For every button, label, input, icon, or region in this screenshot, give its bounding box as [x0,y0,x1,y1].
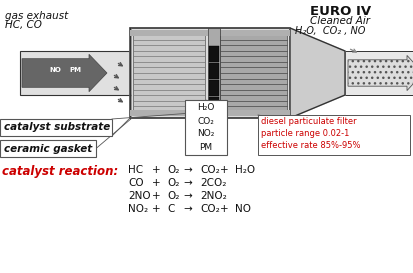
Text: 2CO₂: 2CO₂ [199,178,226,188]
Text: O₂: O₂ [166,165,179,175]
Text: 2NO₂: 2NO₂ [199,191,226,201]
Text: gas exhaust: gas exhaust [5,11,68,21]
Text: O₂: O₂ [166,178,179,188]
Text: CO₂: CO₂ [197,117,214,126]
Text: →: → [183,204,191,214]
Text: +: + [152,191,160,201]
Text: H₂O: H₂O [197,103,214,112]
Bar [209,80,218,96]
Text: HC, CO: HC, CO [5,20,42,30]
Text: O₂: O₂ [166,191,179,201]
Text: +: + [219,204,228,214]
Text: Cleaned Air: Cleaned Air [309,16,369,26]
Text: PM: PM [199,143,212,152]
Bar [216,110,289,116]
Bar [0,119,112,136]
Bar [185,100,226,155]
FancyArrow shape [347,55,413,91]
Text: particle range 0.02-1: particle range 0.02-1 [260,129,349,138]
Bar [130,28,289,118]
Text: NO: NO [235,204,250,214]
Text: +: + [152,204,160,214]
Text: CO₂: CO₂ [199,165,219,175]
Bar [133,34,204,112]
Bar [219,34,286,112]
Text: +: + [152,178,160,188]
Polygon shape [289,28,344,118]
Text: NO₂: NO₂ [128,204,148,214]
FancyArrow shape [22,54,107,92]
Text: 2NO: 2NO [128,191,150,201]
Text: ceramic gasket: ceramic gasket [4,144,92,153]
Text: PM: PM [69,67,81,73]
Text: CO: CO [128,178,143,188]
Text: effective rate 85%-95%: effective rate 85%-95% [260,141,360,150]
Bar [216,30,289,36]
Text: →: → [183,165,191,175]
Text: C: C [166,204,174,214]
Text: +: + [152,165,160,175]
Text: NO: NO [49,67,61,73]
Text: diesel particulate filter: diesel particulate filter [260,117,356,126]
Bar [209,46,218,62]
Bar [130,30,207,36]
Bar [257,115,409,155]
Text: H₂O: H₂O [235,165,254,175]
Text: catalyst reaction:: catalyst reaction: [2,165,118,178]
Text: EURO IV: EURO IV [309,5,370,18]
Bar [209,97,218,113]
Text: H₂O,  CO₂ , NO: H₂O, CO₂ , NO [294,26,365,36]
Text: CO₂: CO₂ [199,204,219,214]
Text: →: → [183,191,191,201]
Text: NO₂: NO₂ [197,129,214,138]
Bar [0,140,96,157]
Bar [130,110,207,116]
Bar [207,28,219,118]
Text: HC: HC [128,165,143,175]
Text: →: → [183,178,191,188]
Bar [344,51,413,95]
Text: catalyst substrate: catalyst substrate [4,123,110,132]
Bar [209,63,218,79]
Bar [20,51,130,95]
Text: +: + [219,165,228,175]
